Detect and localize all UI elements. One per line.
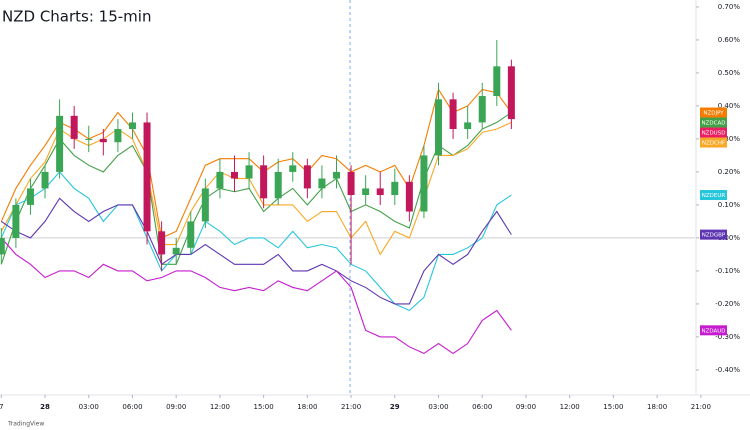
x-tick-label: 18:00 [647,403,667,411]
series-label-box [700,117,727,128]
series-line [0,88,512,239]
series-label: NZDJPY [703,111,724,117]
y-tick-label: 0.00% [718,234,741,242]
y-tick-label: 0.70% [718,3,741,11]
chart-title: NZD Charts: 15-min [2,8,151,26]
x-tick-label: 03:00 [79,403,99,411]
candle-body [114,129,122,143]
candle-body [143,122,151,232]
x-tick-label: 15:00 [254,403,274,411]
candle-body [303,165,311,189]
plot [0,39,695,355]
series-line [1,197,512,305]
candle-body [245,165,253,179]
x-tick-label: 12:00 [210,403,230,411]
candle-body [376,188,384,196]
candle-body [41,171,49,189]
x-tick-label: 21:00 [341,403,361,411]
candle-body [464,122,472,130]
series-label: NZDEUR [702,193,726,199]
candle-body [187,221,195,248]
candle-body [158,231,166,255]
candle-body [70,115,78,139]
series-label-box [700,137,727,148]
candle-body [420,155,428,212]
series-label: NZDAUD [701,328,725,334]
series-line [0,237,512,355]
candle-body [85,138,93,140]
series-label-box [700,127,727,138]
candle-body [318,178,326,189]
series-label-box [700,107,727,118]
y-tick-label: 0.60% [718,36,741,44]
series-line [0,171,512,312]
x-tick-label: 06:00 [122,403,142,411]
candle-body [56,115,64,172]
series-label: NZDCAD [702,121,726,127]
candle-body [449,99,457,130]
x-tick-label: 21:00 [691,403,711,411]
series-label: NZDUSD [702,131,726,137]
candle-body [216,171,224,189]
y-tick-label: -0.10% [715,267,740,275]
x-tick-label: 12:00 [560,403,580,411]
x-tick-label: 29 [390,403,400,411]
series-label: NZDCHF [702,141,725,147]
x-tick-label: 06:00 [472,403,492,411]
y-tick-label: -0.20% [715,300,740,308]
candle-body [478,96,486,123]
candle-body [0,237,5,255]
x-tick-label: 15:00 [603,403,623,411]
x-tick-label: 28 [40,403,50,411]
series-label-box [700,229,727,240]
series-label-box [700,190,727,201]
candle-body [362,188,370,196]
candle-body [405,181,413,212]
y-tick-label: 0.50% [718,69,741,77]
x-tick-label: 18:00 [297,403,317,411]
candle-body [260,165,268,199]
series-label-box [700,325,727,336]
watermark: TradingView [7,421,44,428]
series-label: NZDGBP [702,233,726,239]
candle-body [507,66,515,120]
candle-body [26,188,34,205]
candle-body [493,66,501,97]
candle-body [274,171,282,199]
candle-body [12,204,20,238]
x-tick-label: 7 [0,403,4,411]
y-tick-label: -0.30% [715,333,740,341]
candle-body [128,122,136,130]
candle-body [172,247,180,255]
y-tick-label: -0.40% [715,366,740,374]
candle-body [289,165,297,172]
candle-body [391,181,399,196]
x-tick-label: 09:00 [516,403,536,411]
candle-body [332,171,340,179]
candle-body [230,171,238,179]
y-tick-label: 0.30% [718,135,741,143]
candle-body [435,99,443,156]
y-tick-label: 0.10% [718,201,741,209]
candle-body [99,138,107,143]
y-tick-label: 0.40% [718,102,741,110]
x-tick-label: 09:00 [166,403,186,411]
x-tick-label: 03:00 [428,403,448,411]
candle-body [347,171,355,196]
y-tick-label: 0.20% [718,168,741,176]
candle-body [201,188,209,222]
